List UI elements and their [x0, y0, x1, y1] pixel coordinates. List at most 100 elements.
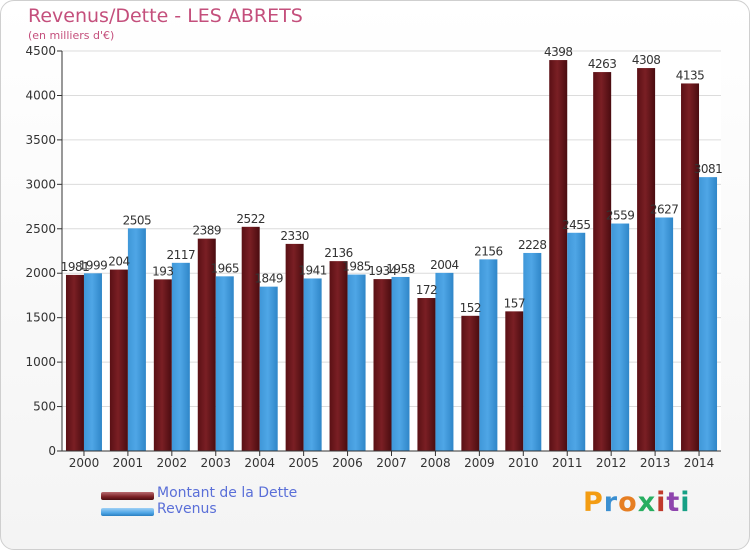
x-tick-label: 2011: [552, 456, 583, 470]
bar-revenue: [391, 276, 410, 451]
x-tick-label: 2005: [288, 456, 319, 470]
data-label-revenue: 1849: [254, 272, 283, 286]
bar-revenue: [699, 177, 718, 451]
bar-debt: [637, 68, 656, 452]
logo-letter: i: [680, 487, 691, 518]
data-label-debt: 2330: [280, 229, 309, 243]
legend-swatch-revenue: [101, 508, 154, 516]
legend-label-debt: Montant de la Dette: [157, 485, 298, 501]
bar-debt: [329, 261, 348, 451]
bar-revenue: [435, 272, 454, 451]
x-tick-label: 2004: [244, 456, 275, 470]
data-label-revenue: 2228: [518, 238, 547, 252]
y-tick-label: 4000: [25, 88, 56, 102]
data-label-debt: 4398: [544, 45, 573, 59]
x-tick-label: 2001: [113, 456, 144, 470]
data-label-revenue: 2156: [474, 244, 503, 258]
bar-debt: [65, 274, 84, 451]
y-tick-label: 0: [48, 444, 56, 458]
x-tick-label: 2014: [684, 456, 715, 470]
bar-debt: [417, 298, 436, 451]
bar-debt: [549, 60, 568, 452]
bar-revenue: [215, 276, 234, 451]
data-label-debt: 1934: [368, 264, 397, 278]
data-label-debt: 2389: [192, 224, 221, 238]
x-tick-label: 2007: [376, 456, 407, 470]
bar-debt: [681, 83, 700, 451]
data-label-revenue: 2455: [562, 218, 591, 232]
chart-subtitle: (en milliers d'€): [28, 29, 115, 42]
x-tick-label: 2006: [332, 456, 363, 470]
bar-debt: [285, 243, 304, 451]
data-label-revenue: 2505: [123, 213, 152, 227]
data-label-debt: 4308: [632, 53, 661, 67]
data-label-debt: 2136: [324, 246, 353, 260]
bar-revenue: [655, 217, 674, 451]
data-label-revenue: 1958: [386, 262, 415, 276]
data-label-debt: 1981: [61, 260, 90, 274]
data-label-revenue: 2004: [430, 258, 459, 272]
y-tick-label: 1500: [25, 311, 56, 325]
legend-label-revenue: Revenus: [157, 501, 217, 517]
x-tick-label: 2008: [420, 456, 451, 470]
x-tick-label: 2012: [596, 456, 627, 470]
data-label-debt: 4135: [676, 68, 705, 82]
x-tick-label: 2013: [640, 456, 671, 470]
bar-revenue: [479, 259, 498, 451]
bar-debt: [461, 315, 480, 451]
data-label-revenue: 1965: [210, 261, 239, 275]
logo-letter: P: [583, 487, 604, 518]
bar-revenue: [83, 273, 102, 451]
data-label-revenue: 2559: [606, 209, 635, 223]
y-tick-label: 2000: [25, 266, 56, 280]
bar-debt: [153, 279, 172, 451]
bar-revenue: [523, 252, 542, 451]
x-tick-label: 2003: [200, 456, 231, 470]
x-tick-label: 2000: [69, 456, 100, 470]
data-label-debt: 193: [152, 264, 173, 278]
bar-revenue: [259, 286, 278, 451]
data-label-debt: 204: [108, 255, 129, 269]
y-tick-label: 3500: [25, 133, 56, 147]
x-tick-label: 2002: [157, 456, 188, 470]
bar-revenue: [127, 228, 146, 451]
y-tick-label: 500: [33, 400, 56, 414]
y-tick-label: 4500: [25, 44, 56, 58]
data-label-debt: 157: [504, 296, 525, 310]
chart-title: Revenus/Dette - LES ABRETS: [28, 5, 303, 27]
data-label-revenue: 2627: [650, 202, 679, 216]
data-label-debt: 152: [460, 301, 481, 315]
bar-debt: [241, 226, 260, 451]
logo-letter: t: [666, 487, 681, 518]
bar-debt: [109, 269, 128, 451]
data-label-revenue: 3081: [694, 162, 723, 176]
proxiti-logo: Proxiti: [583, 487, 691, 518]
y-tick-label: 1000: [25, 355, 56, 369]
data-label-debt: 172: [416, 283, 437, 297]
bar-debt: [373, 279, 392, 451]
logo-letter: r: [603, 487, 619, 518]
x-tick-label: 2009: [464, 456, 495, 470]
bar-debt: [505, 311, 524, 451]
logo-letter: o: [618, 487, 638, 518]
data-label-debt: 2522: [236, 212, 265, 226]
data-label-revenue: 2117: [167, 248, 196, 262]
bar-revenue: [611, 223, 630, 451]
legend-swatch-debt: [101, 492, 154, 500]
data-label-revenue: 1941: [298, 263, 327, 277]
bar-debt: [593, 72, 612, 452]
bar-revenue: [567, 232, 586, 451]
y-tick-label: 3000: [25, 177, 56, 191]
logo-letter: i: [656, 487, 667, 518]
data-label-debt: 4263: [588, 57, 617, 71]
y-tick-label: 2500: [25, 222, 56, 236]
bar-revenue: [171, 262, 190, 451]
bar-revenue: [347, 274, 366, 451]
x-tick-label: 2010: [508, 456, 539, 470]
bar-revenue: [303, 278, 322, 451]
logo-letter: x: [637, 487, 657, 518]
data-label-revenue: 1985: [342, 260, 371, 274]
bar-debt: [197, 238, 216, 451]
